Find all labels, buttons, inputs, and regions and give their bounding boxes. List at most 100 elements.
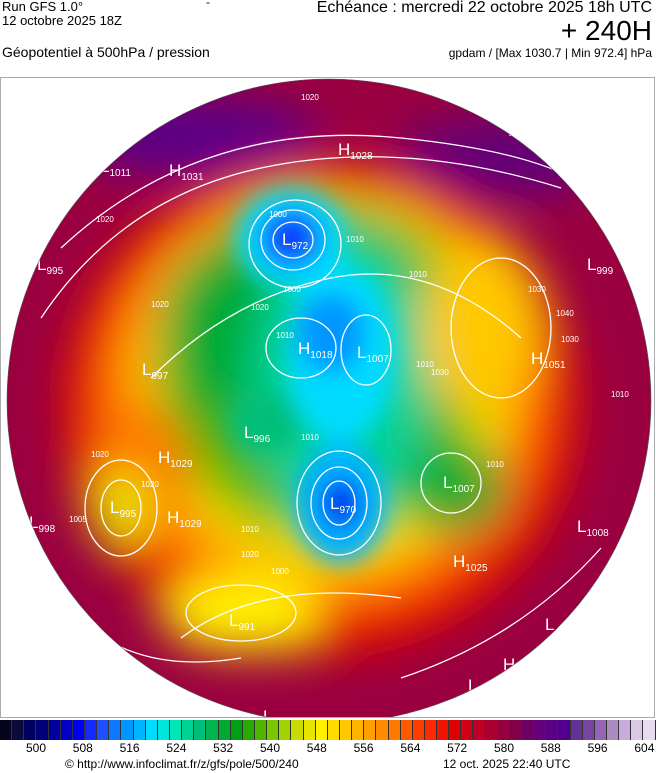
- colorbar-cell: [388, 720, 401, 740]
- colorbar-cell: [254, 720, 268, 740]
- colorbar-tick: 524: [166, 741, 187, 755]
- colorbar-tick: 532: [213, 741, 234, 755]
- colorbar-cell: [12, 720, 25, 740]
- colorbar-cell: [72, 720, 85, 740]
- colorbar-tick: 556: [353, 741, 374, 755]
- isobar-label: 1030: [431, 368, 449, 377]
- separator: -: [206, 0, 210, 9]
- colorbar-cell: [497, 720, 510, 740]
- colorbar-cell: [291, 720, 304, 740]
- colorbar-cell: [607, 720, 620, 740]
- copyright-url[interactable]: © http://www.infoclimat.fr/z/gfs/pole/50…: [65, 757, 299, 771]
- isobar-label: 1040: [556, 309, 574, 318]
- isobar-label: 1020: [141, 480, 159, 489]
- isobar-label: 1010: [346, 235, 364, 244]
- isobar-label: 1020: [301, 93, 319, 102]
- colorbar-cell: [485, 720, 498, 740]
- colorbar-tick: 540: [259, 741, 281, 755]
- colorbar-cell: [36, 720, 49, 740]
- isobar-label: 1010: [611, 390, 629, 399]
- isobar-label: 1020: [91, 450, 109, 459]
- low-pressure-center: L: [508, 121, 517, 140]
- colorbar-cell: [121, 720, 134, 740]
- colorbar-cell: [182, 720, 195, 740]
- colorbar-tick: 588: [540, 741, 561, 755]
- isobar-label: 1010: [241, 525, 259, 534]
- run-model: Run GFS 1.0°: [2, 0, 84, 14]
- colorbar-cell: [558, 720, 571, 740]
- colorbar-cell: [339, 720, 353, 740]
- parameter-title: Géopotentiel à 500hPa / pression: [2, 44, 210, 60]
- isobar-label: 1010: [416, 360, 434, 369]
- colorbar-cell: [24, 720, 37, 740]
- colorbar-tick: 604: [634, 741, 655, 755]
- low-pressure-center: L: [468, 676, 477, 695]
- colorbar-tick: 596: [587, 741, 608, 755]
- colorbar-cell: [619, 720, 632, 740]
- colorbar-tick: 516: [119, 741, 140, 755]
- isobar-label: 1000: [271, 567, 289, 576]
- colorbar-cell: [109, 720, 122, 740]
- isobar-label: 1000: [269, 210, 287, 219]
- colorbar-cell: [412, 720, 425, 740]
- colorbar-cell: [570, 720, 583, 740]
- colorbar-cell: [437, 720, 450, 740]
- colorbar-cell: [352, 720, 365, 740]
- isobar-label: 1020: [251, 303, 269, 312]
- colorbar-cell: [327, 720, 340, 740]
- isobar-label: 1010: [486, 460, 504, 469]
- run-date: 12 octobre 2025 18Z: [2, 13, 122, 28]
- colorbar-cell: [60, 720, 73, 740]
- colorbar-cell: [400, 720, 413, 740]
- colorbar-cell: [594, 720, 608, 740]
- colorbar-tick: 508: [72, 741, 93, 755]
- colorbar-tick: 500: [25, 741, 47, 755]
- colorbar-cell: [84, 720, 98, 740]
- isobar-label: 1030: [528, 285, 546, 294]
- colorbar-cell: [194, 720, 207, 740]
- colorbar-tick: 564: [400, 741, 421, 755]
- colorbar-cell: [376, 720, 389, 740]
- colorbar-cell: [267, 720, 280, 740]
- colorbar-cell: [449, 720, 462, 740]
- colorbar-cell: [461, 720, 474, 740]
- generation-time: 12 oct. 2025 22:40 UTC: [443, 757, 571, 771]
- colorbar-cell: [145, 720, 158, 740]
- colorbar-cell: [364, 720, 377, 740]
- colorbar-cell: [631, 720, 644, 740]
- forecast-lead-time: + 240H: [560, 15, 652, 46]
- colorbar-cell: [48, 720, 61, 740]
- colorbar-cell: [242, 720, 255, 740]
- colorbar-cell: [157, 720, 170, 740]
- colorbar-cell: [582, 720, 595, 740]
- isobars: [40, 134, 622, 679]
- high-pressure-center: H: [503, 655, 515, 674]
- colorbar-tick: 580: [493, 741, 515, 755]
- colorbar-cell: [97, 720, 110, 740]
- colorbar-cell: [230, 720, 243, 740]
- isobar-label: 1005: [69, 515, 87, 524]
- colorbar-cell: [169, 720, 183, 740]
- low-pressure-center: L: [545, 615, 554, 634]
- isobar-label: 1010: [409, 270, 427, 279]
- colorbar-cell: [473, 720, 486, 740]
- colorbar-cell: [218, 720, 231, 740]
- colorbar-cell: [133, 720, 146, 740]
- isobar-label: 1030: [561, 335, 579, 344]
- units-range: gpdam / [Max 1030.7 | Min 972.4] hPa: [448, 46, 652, 60]
- colorbar-cell: [643, 720, 656, 740]
- colorbar-tick: 572: [447, 741, 468, 755]
- colorbar-cell: [522, 720, 535, 740]
- isobar-label: 1020: [241, 550, 259, 559]
- map-frame: L1011 H1031 H1028 L L995 L972 L999 H1018 L1007 L9…: [0, 77, 655, 718]
- colorbar-cell: [303, 720, 316, 740]
- colorbar-cell: [509, 720, 523, 740]
- colorbar-cell: [206, 720, 219, 740]
- isobar-label: 1020: [151, 300, 169, 309]
- colorbar-cell: [279, 720, 292, 740]
- colorbar-tick: 548: [306, 741, 327, 755]
- colorbar: [0, 720, 656, 740]
- forecast-valid-time: Echéance : mercredi 22 octobre 2025 18h …: [316, 0, 652, 16]
